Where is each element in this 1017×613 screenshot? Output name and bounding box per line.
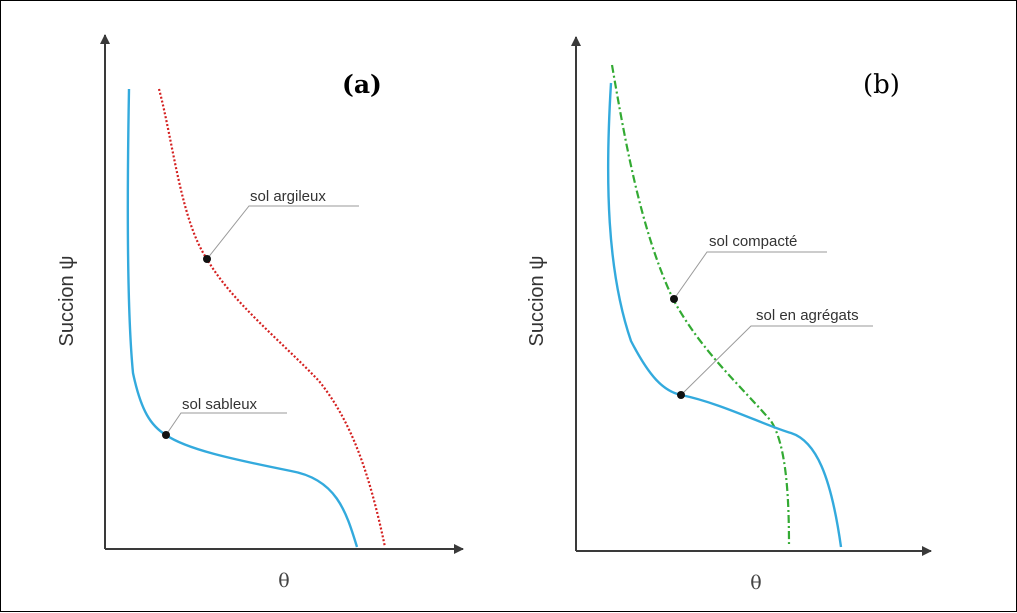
panel-a: sol argileux sol sableux Succion ψ θ (a) [56, 34, 464, 592]
panel-b-label-sol-compacte: sol compacté [709, 233, 797, 250]
panel-b-x-axis-label: θ [750, 572, 761, 594]
panel-a-leader-sol-sableux [165, 412, 287, 436]
panel-b-leader-sol-en-agregats [680, 325, 873, 396]
panel-b-label: (b) [863, 70, 900, 100]
panel-b-leader-sol-compacte [673, 251, 827, 300]
panel-a-label-sol-sableux: sol sableux [182, 396, 258, 413]
panel-a-dot-sol-argileux [203, 255, 211, 263]
panel-b-curve-sol-compacte [610, 64, 791, 548]
panel-b-dot-sol-en-agregats [677, 391, 685, 399]
panel-b: sol compacté sol en agrégats Succion ψ θ… [526, 36, 932, 594]
panel-a-label: (a) [342, 70, 382, 99]
panel-b-label-sol-en-agregats: sol en agrégats [756, 307, 859, 324]
panel-b-dot-sol-compacte [670, 295, 678, 303]
panel-a-leader-sol-argileux [206, 205, 359, 260]
panel-a-x-axis-label: θ [278, 570, 289, 592]
panel-a-dot-sol-sableux [162, 431, 170, 439]
panel-b-y-axis-label: Succion ψ [526, 256, 548, 347]
panel-a-curve-sol-argileux [157, 88, 387, 548]
panel-a-label-sol-argileux: sol argileux [250, 188, 326, 205]
panel-a-curve-sol-sableux [126, 88, 359, 548]
panel-a-y-axis-label: Succion ψ [56, 256, 78, 347]
